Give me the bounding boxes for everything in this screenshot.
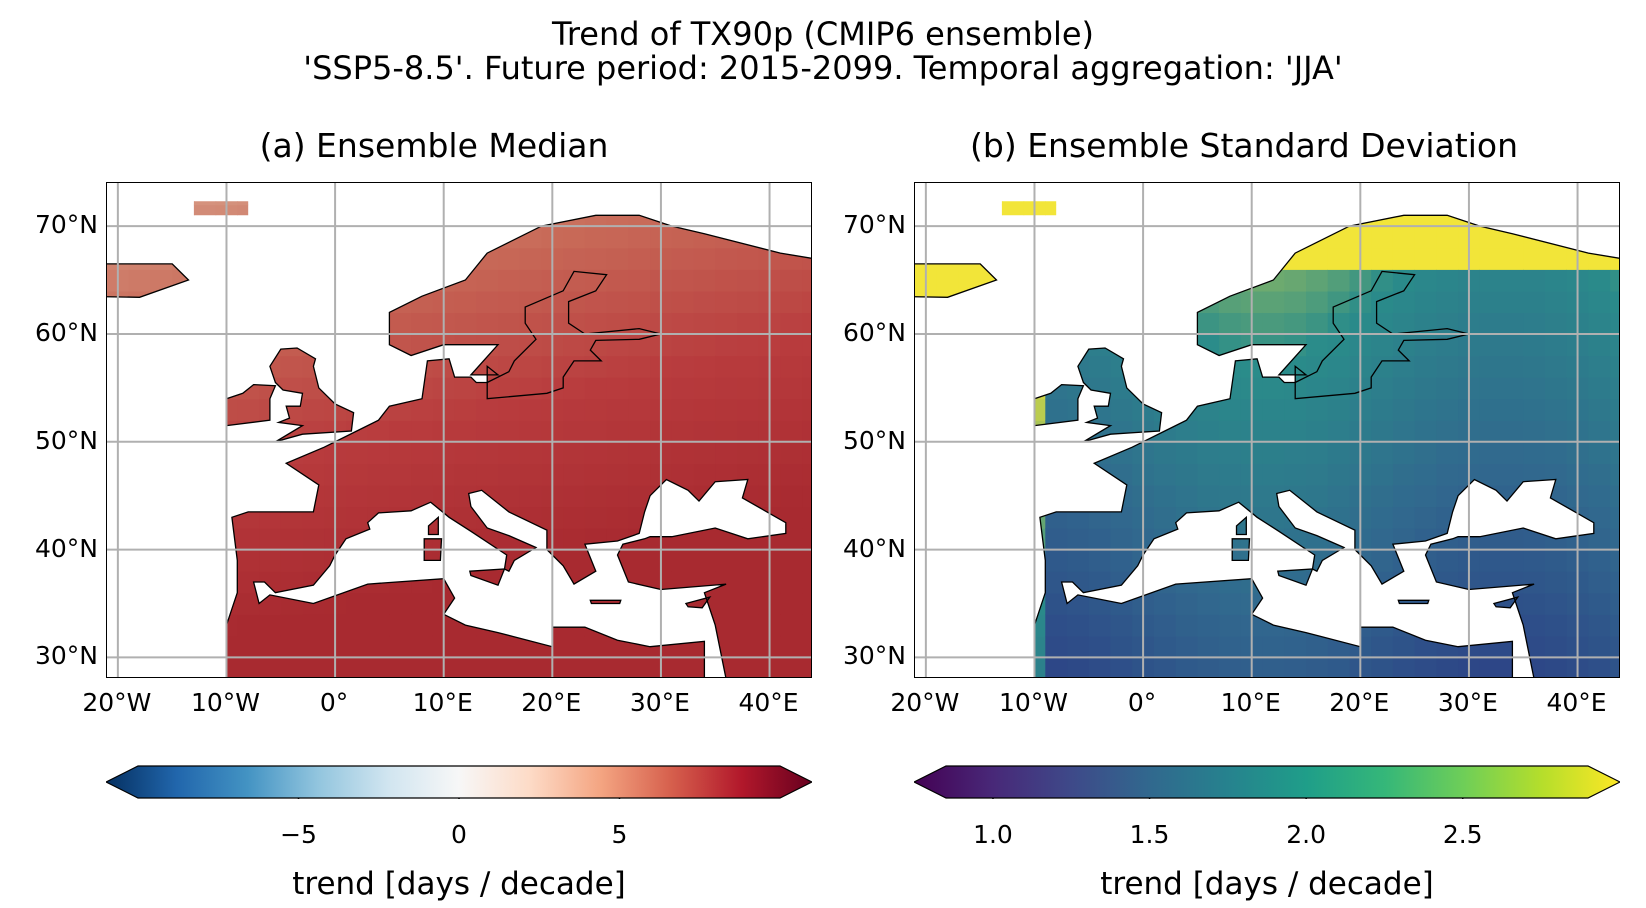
panel-b-lat-tick: 60°N xyxy=(842,317,906,347)
panel-b-lon-tick: 0° xyxy=(1127,688,1157,717)
panel-b-shading xyxy=(915,201,1619,677)
panel-b-colorbar xyxy=(914,765,1620,799)
panel-b-lat-tick: 70°N xyxy=(842,210,906,240)
panel-a-colorbar xyxy=(106,765,812,799)
panel-a-lon-tick: 0° xyxy=(319,688,349,717)
panel-b-lat-tick: 50°N xyxy=(842,425,906,455)
panel-a-colorbar-tick: −5 xyxy=(280,820,317,849)
panel-a-shading xyxy=(107,201,811,677)
panel-b-lon-tick: 20°E xyxy=(1329,688,1390,717)
panel-a-lat-tick: 50°N xyxy=(34,425,98,455)
panel-b-lon-tick: 40°E xyxy=(1546,688,1607,717)
panel-b-lon-tick: 20°W xyxy=(890,688,960,717)
panel-b-colorbar-tick: 1.5 xyxy=(1129,820,1170,849)
panel-a-colorbar-body xyxy=(106,765,812,799)
panel-a-title: (a) Ensemble Median xyxy=(259,126,609,165)
panel-b-lat-tick: 30°N xyxy=(842,641,906,671)
panel-b-colorbar-tick: 2.0 xyxy=(1286,820,1327,849)
panel-b-lon-tick: 30°E xyxy=(1437,688,1498,717)
panel-b-coastlines xyxy=(915,214,1619,677)
panel-a-map-svg xyxy=(107,183,811,677)
panel-a-lat-tick: 60°N xyxy=(34,317,98,347)
panel-b-map-svg xyxy=(915,183,1619,677)
panel-b-lon-tick: 10°W xyxy=(998,688,1068,717)
panel-a-lon-tick: 40°E xyxy=(738,688,799,717)
panel-a-colorbar-tick: 5 xyxy=(611,820,628,849)
figure-subtitle: 'SSP5-8.5'. Future period: 2015-2099. Te… xyxy=(303,49,1343,87)
panel-a-lon-tick: 30°E xyxy=(629,688,690,717)
panel-a-map xyxy=(106,182,812,678)
panel-a-colorbar-tick: 0 xyxy=(451,820,467,849)
panel-a-gridlines xyxy=(107,183,811,677)
panel-a-lat-tick: 30°N xyxy=(34,641,98,671)
panel-a-lon-tick: 20°E xyxy=(521,688,582,717)
panel-b-colorbar-label: trend [days / decade] xyxy=(1100,866,1434,902)
panel-a-lat-tick: 40°N xyxy=(34,533,98,563)
panel-a-lon-tick: 20°W xyxy=(82,688,152,717)
panel-a-coastlines xyxy=(107,214,811,677)
panel-b-colorbar-tick: 1.0 xyxy=(973,820,1013,849)
panel-b-title: (b) Ensemble Standard Deviation xyxy=(970,126,1518,165)
figure-title: Trend of TX90p (CMIP6 ensemble) xyxy=(551,15,1094,53)
panel-b-colorbar-body xyxy=(914,765,1620,799)
panel-a-colorbar-label: trend [days / decade] xyxy=(292,866,626,902)
panel-b-lon-tick: 10°E xyxy=(1220,688,1281,717)
panel-b-colorbar-tick: 2.5 xyxy=(1442,820,1483,849)
panel-a-lon-tick: 10°W xyxy=(190,688,260,717)
panel-b-gridlines xyxy=(915,183,1619,677)
panel-b-map xyxy=(914,182,1620,678)
panel-a-lon-tick: 10°E xyxy=(412,688,473,717)
panel-b-lat-tick: 40°N xyxy=(842,533,906,563)
panel-a-lat-tick: 70°N xyxy=(34,210,98,240)
